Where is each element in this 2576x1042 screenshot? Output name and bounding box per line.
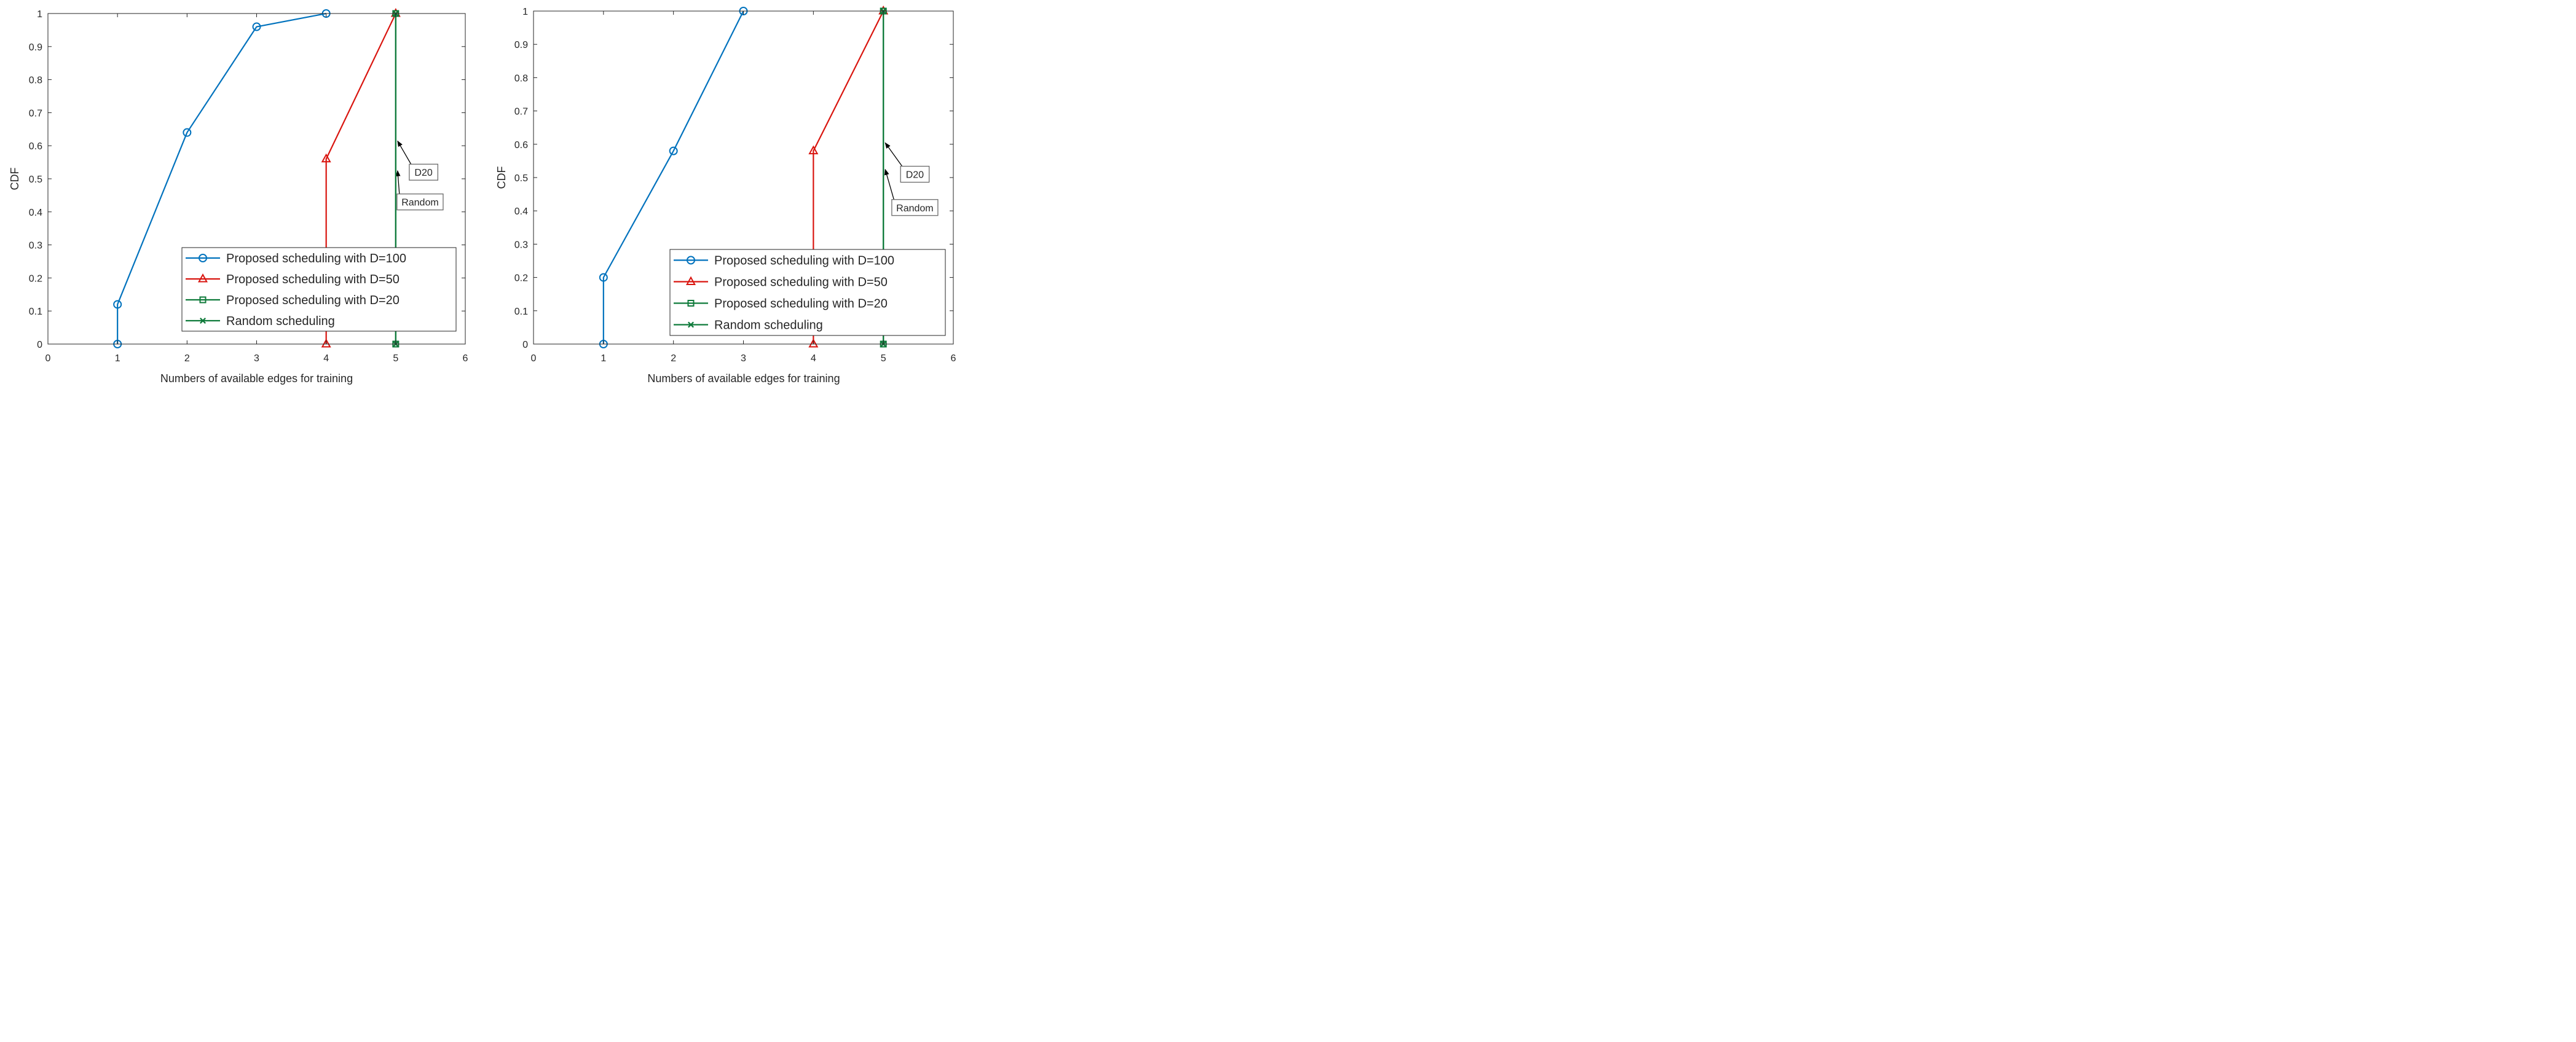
y-tick-label-left-5: 0.5 [29,174,42,185]
x-tick-label-left-1: 1 [115,353,120,364]
x-tick-label-left-0: 0 [45,353,51,364]
legend-label-right-d50: Proposed scheduling with D=50 [714,276,888,289]
y-tick-label-right-2: 0.2 [514,273,528,284]
y-tick-label-right-3: 0.3 [514,240,528,250]
y-tick-label-left-0: 0 [37,340,42,350]
x-tick-label-right-1: 1 [601,353,606,364]
y-tick-label-left-9: 0.9 [29,42,42,53]
y-tick-label-left-6: 0.6 [29,141,42,152]
x-tick-label-right-2: 2 [671,353,676,364]
x-tick-label-left-6: 6 [463,353,468,364]
x-axis-label-left: Numbers of available edges for training [160,372,353,385]
annotation-box-right-d20 [900,165,930,183]
data-point-left-d100-1 [113,300,122,309]
x-tick-label-left-3: 3 [254,353,259,364]
annotation-label-left-random: Random [401,198,438,208]
x-tick-label-left-4: 4 [323,353,329,364]
legend-label-left-random: Random scheduling [226,315,335,328]
y-tick-label-right-8: 0.8 [514,73,528,84]
legend-left: Proposed scheduling with D=100 Proposed s… [181,247,457,332]
y-tick-label-left-3: 0.3 [29,241,42,251]
legend-marker-right-d20 [687,300,695,307]
y-tick-label-left-7: 0.7 [29,108,42,119]
annotation-label-left-d20: D20 [414,168,432,178]
y-tick-label-right-4: 0.4 [514,206,528,217]
y-axis-label-right: CDF [495,166,508,189]
legend-marker-left-random [200,318,206,324]
legend-label-right-d100: Proposed scheduling with D=100 [714,254,894,268]
data-point-right-d50-1 [808,145,819,155]
annotation-label-right-random: Random [896,203,933,214]
y-tick-label-left-1: 0.1 [29,307,42,317]
x-tick-label-left-5: 5 [393,353,398,364]
annotation-arrow-left-d20 [397,140,412,166]
x-tick-label-left-2: 2 [184,353,190,364]
annotation-arrow-right-d20 [884,142,904,168]
data-point-left-d50-1 [321,153,331,163]
x-axis-label-right: Numbers of available edges for training [647,372,840,385]
annotation-group-left: D20 Random [395,140,444,211]
legend-label-left-d20: Proposed scheduling with D=20 [226,294,400,307]
annotation-arrow-left-random [395,170,401,195]
y-tick-label-right-0: 0 [522,340,528,350]
annotation-group-right: D20 Random [884,142,939,216]
legend-label-left-d50: Proposed scheduling with D=50 [226,273,400,286]
y-tick-label-left-10: 1 [37,9,42,20]
legend-right: Proposed scheduling with D=100 Proposed s… [669,249,946,336]
legend-marker-right-random [688,321,694,328]
series-line-left-d100 [117,12,326,344]
legend-marker-right-d50 [686,276,696,285]
data-point-left-d50-0 [321,339,331,348]
legend-marker-left-d50 [198,273,208,283]
annotation-label-right-d20: D20 [906,170,924,181]
y-tick-label-left-4: 0.4 [29,208,42,218]
y-tick-label-left-2: 0.2 [29,273,42,284]
x-tick-label-right-4: 4 [811,353,816,364]
y-tick-label-left-8: 0.8 [29,76,42,86]
legend-marker-left-d20 [199,296,207,304]
y-tick-label-right-10: 1 [522,7,528,17]
annotation-box-left-d20 [409,163,438,181]
y-tick-label-right-7: 0.7 [514,107,528,117]
data-point-right-d50-0 [808,339,819,348]
data-point-right-d100-1 [599,273,608,282]
x-tick-label-right-3: 3 [741,353,746,364]
data-point-left-d100-3 [252,22,261,31]
y-tick-label-right-1: 0.1 [514,307,528,317]
y-tick-label-right-6: 0.6 [514,140,528,151]
y-tick-label-right-9: 0.9 [514,40,528,50]
x-tick-label-right-0: 0 [531,353,537,364]
x-tick-label-right-6: 6 [951,353,956,364]
y-tick-label-right-5: 0.5 [514,173,528,184]
annotation-box-right-random [891,199,939,216]
x-tick-label-right-5: 5 [881,353,886,364]
y-axis-label-left: CDF [9,168,21,190]
series-line-right-d100 [602,10,744,344]
legend-label-right-random: Random scheduling [714,319,823,332]
data-point-left-d100-2 [183,128,192,137]
legend-box-right [669,249,946,336]
tick-group-left: 0 1 2 3 4 5 6 0 0.1 0.2 0.3 0.4 0.5 0.6 0.7 0.8 0.9 1 [29,9,468,364]
legend-marker-left-d100 [199,254,207,262]
legend-label-left-d100: Proposed scheduling with D=100 [226,252,406,265]
tick-group-right: 0 1 2 3 4 5 6 0 0.1 0.2 0.3 0.4 0.5 0.6 0.7 0.8 0.9 1 [514,7,956,364]
legend-box-left [181,247,457,332]
data-point-right-d100-2 [669,146,678,155]
legend-label-right-d20: Proposed scheduling with D=20 [714,297,888,311]
legend-marker-right-d100 [687,256,695,265]
annotation-box-left-random [396,194,444,211]
annotation-arrow-right-random [884,168,895,201]
